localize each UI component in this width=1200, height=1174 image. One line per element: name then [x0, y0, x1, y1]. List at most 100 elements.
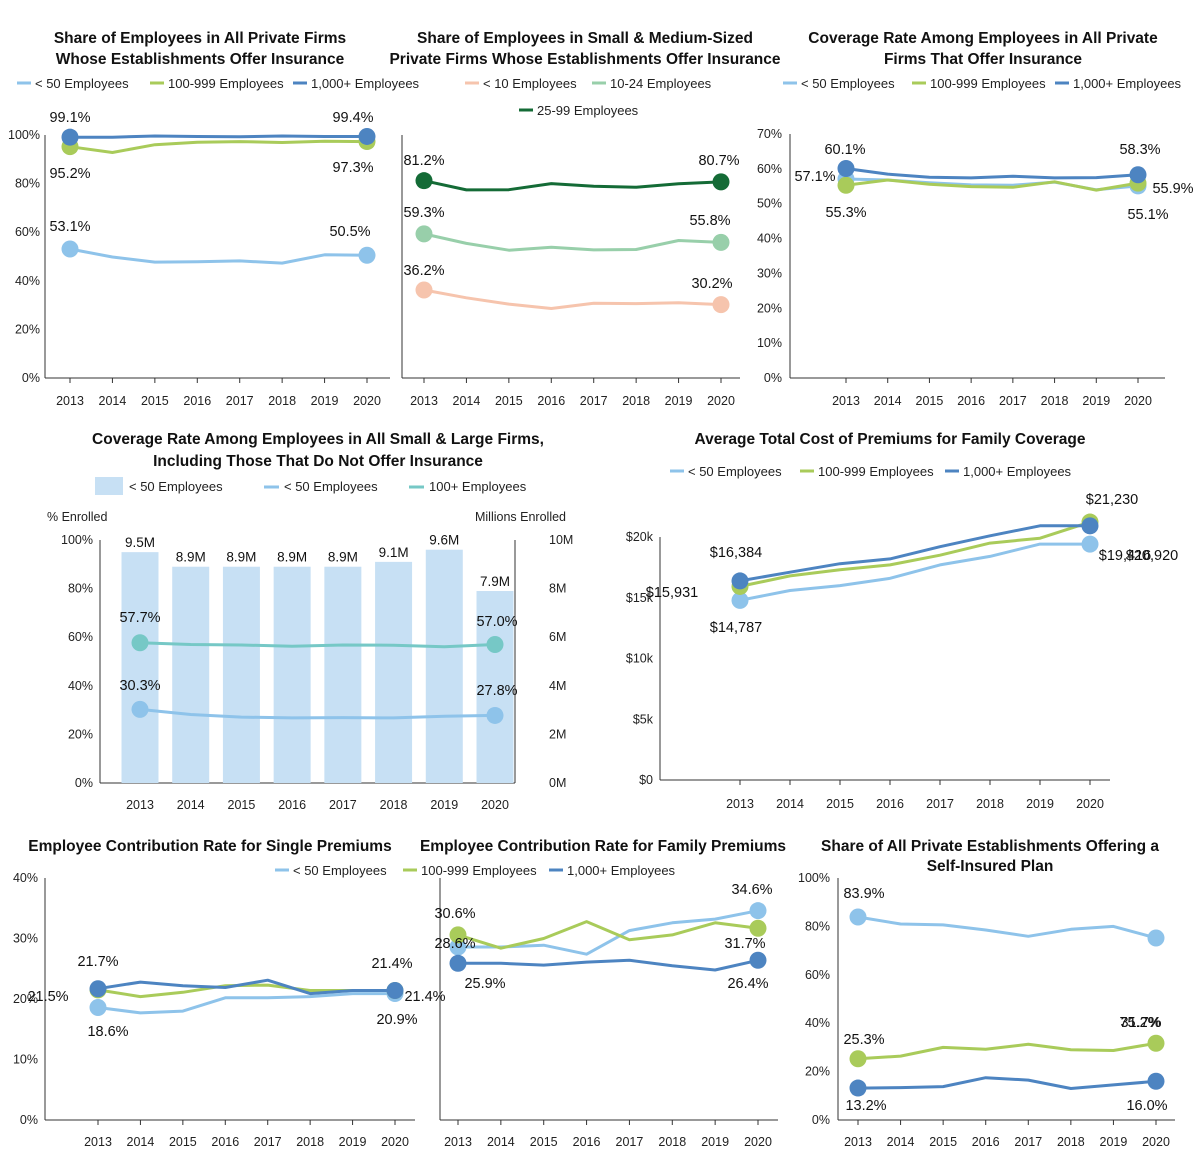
p4-legend-label-2: < 50 Employees [284, 479, 378, 494]
p8-x-tick-2: 2015 [929, 1135, 957, 1149]
p4-y-tick-right-2: 4M [549, 679, 566, 693]
p4-bar-2014 [172, 566, 210, 783]
p6-data-label-2: 21.5% [27, 989, 68, 1005]
p8-series-1-end-point [1147, 929, 1165, 947]
p8-data-label-3: 13.2% [845, 1098, 886, 1114]
p5-data-label-1: $16,384 [710, 545, 762, 561]
p4-bar-2019 [425, 549, 463, 783]
p7-data-label-3: 25.9% [464, 976, 505, 992]
p4-legend-label-1: < 50 Employees [129, 479, 223, 494]
p2-x-tick-4: 2017 [580, 394, 608, 408]
p3-y-tick-5: 50% [757, 197, 782, 211]
p8-y-tick-0: 0% [812, 1113, 830, 1127]
p8-series-2-end-point [1147, 1034, 1165, 1052]
p1-series-1-end-point [358, 246, 376, 264]
p4-bar-label-2019: 9.6M [429, 533, 459, 548]
p1-legend-label-1: < 50 Employees [35, 76, 129, 91]
p6-series-3-end-point [386, 982, 404, 1000]
p6-series-1-line [97, 992, 395, 1015]
p3-data-label-3: 55.3% [825, 205, 866, 221]
p2-series-1-start-point [415, 281, 433, 299]
p2-series-3-line [423, 179, 722, 192]
p6-series-3-start-point [89, 980, 107, 998]
p4-y-axis-title-right: Millions Enrolled [475, 510, 566, 524]
p5-x-tick-4: 2017 [926, 797, 954, 811]
p6-data-label-3: 18.6% [87, 1024, 128, 1040]
p5-data-label-2: $15,931 [646, 585, 698, 601]
p5-y-tick-1: $5k [633, 712, 654, 726]
p3-y-tick-6: 60% [757, 162, 782, 176]
p4-bar-2020 [476, 591, 514, 783]
p7-x-tick-6: 2019 [701, 1135, 729, 1149]
p7-legend-label-1: < 50 Employees [293, 863, 387, 878]
p1-y-tick-2: 40% [15, 274, 40, 288]
p4-data-label-2: 30.3% [119, 678, 160, 694]
p4-y-tick-left-5: 100% [61, 533, 93, 547]
p3-data-label-4: 58.3% [1119, 142, 1160, 158]
p2-series-3-end-point [712, 173, 730, 191]
p1-x-tick-1: 2014 [99, 394, 127, 408]
p8-series-1-start-point [849, 908, 867, 926]
p8-data-label-4: 75.2% [1119, 1015, 1160, 1031]
p5-x-tick-7: 2020 [1076, 797, 1104, 811]
p4-y-tick-left-3: 60% [68, 630, 93, 644]
p5-y-tick-4: $20k [626, 530, 654, 544]
p4-data-label-3: 57.0% [476, 614, 517, 630]
p5-legend-label-3: 1,000+ Employees [963, 464, 1072, 479]
p3-y-tick-3: 30% [757, 266, 782, 280]
p8-y-tick-5: 100% [798, 871, 830, 885]
p3-x-tick-2: 2015 [916, 394, 944, 408]
p4-x-tick-1: 2014 [177, 798, 205, 812]
p7-series-2-line [457, 920, 759, 950]
p6-x-tick-3: 2016 [211, 1135, 239, 1149]
p5-y-tick-0: $0 [639, 773, 653, 787]
p4-x-tick-5: 2018 [380, 798, 408, 812]
p3-y-tick-2: 20% [757, 301, 782, 315]
p2-x-tick-5: 2018 [622, 394, 650, 408]
p5-x-tick-1: 2014 [776, 797, 804, 811]
p2-data-label-2: 59.3% [403, 205, 444, 221]
p7-data-label-5: 31.7% [724, 936, 765, 952]
p8-data-label-1: 83.9% [843, 886, 884, 902]
p5-series-3-start-point [731, 572, 749, 590]
p4-x-tick-4: 2017 [329, 798, 357, 812]
p5-series-3-line [739, 524, 1090, 583]
p3-data-label-5: 55.9% [1152, 181, 1193, 197]
p5-legend-label-1: < 50 Employees [688, 464, 782, 479]
p1-data-label-3: 53.1% [49, 219, 90, 235]
p1-data-label-1: 99.1% [49, 110, 90, 126]
p5-x-tick-2: 2015 [826, 797, 854, 811]
p1-series-2-line [69, 139, 368, 154]
p6-y-tick-3: 30% [13, 932, 38, 946]
p7-x-tick-4: 2017 [616, 1135, 644, 1149]
p5-data-label-6: $19,416 [1099, 548, 1151, 564]
p4-y-tick-left-2: 40% [68, 679, 93, 693]
p6-x-tick-2: 2015 [169, 1135, 197, 1149]
p7-x-tick-0: 2013 [444, 1135, 472, 1149]
p1-legend-label-2: 100-999 Employees [168, 76, 284, 91]
p4-series-1-start-point [131, 700, 149, 718]
p5-x-tick-3: 2016 [876, 797, 904, 811]
p2-series-2-line [423, 232, 722, 252]
p7-x-tick-7: 2020 [744, 1135, 772, 1149]
p7-legend-label-2: 100-999 Employees [421, 863, 537, 878]
p4-y-tick-right-4: 8M [549, 582, 566, 596]
p4-y-tick-right-5: 10M [549, 533, 573, 547]
p8-x-tick-6: 2019 [1100, 1135, 1128, 1149]
p5-series-3-end-point [1081, 517, 1099, 535]
p3-x-tick-7: 2020 [1124, 394, 1152, 408]
p4-y-tick-left-4: 80% [68, 582, 93, 596]
p7-legend-label-3: 1,000+ Employees [567, 863, 676, 878]
p4-bar-label-2017: 8.9M [328, 550, 358, 565]
p2-x-tick-7: 2020 [707, 394, 735, 408]
p5-x-tick-0: 2013 [726, 797, 754, 811]
p5-y-tick-2: $10k [626, 652, 654, 666]
p6-data-label-1: 21.7% [77, 954, 118, 970]
p4-y-tick-left-0: 0% [75, 776, 93, 790]
p5-series-2-line [739, 520, 1091, 588]
p7-x-tick-3: 2016 [573, 1135, 601, 1149]
p5-x-tick-5: 2018 [976, 797, 1004, 811]
p1-x-tick-5: 2018 [268, 394, 296, 408]
p2-series-1-end-point [712, 296, 730, 314]
p7-x-tick-1: 2014 [487, 1135, 515, 1149]
